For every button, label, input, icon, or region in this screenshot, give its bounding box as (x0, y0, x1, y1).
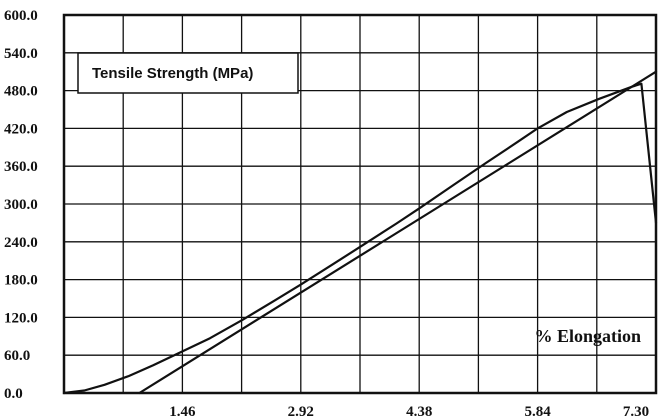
y-tick-label: 480.0 (4, 84, 38, 100)
y-tick-label: 300.0 (4, 197, 38, 213)
series-line-1 (62, 82, 658, 395)
plot-frame (62, 13, 658, 395)
x-tick-label: 7.30 (623, 404, 649, 419)
y-tick-label: 240.0 (4, 235, 38, 251)
x-axis-ticks: 1.46 2.92 4.38 5.84 7.30 (169, 404, 649, 419)
series-layer (62, 70, 658, 395)
x-tick-label: 2.92 (288, 404, 314, 419)
series-line-2 (138, 70, 658, 395)
y-axis-ticks: 0.0 60.0 120.0 180.0 240.0 300.0 360.0 420.0 480… (4, 8, 38, 402)
x-tick-label: 5.84 (524, 404, 551, 419)
y-tick-label: 600.0 (4, 8, 38, 24)
y-tick-label: 360.0 (4, 159, 38, 175)
y-tick-label: 420.0 (4, 121, 38, 137)
y-tick-label: 60.0 (4, 348, 30, 364)
x-tick-label: 1.46 (169, 404, 196, 419)
y-tick-label: 0.0 (4, 386, 23, 402)
legend-box: Tensile Strength (MPa) (77, 52, 299, 94)
legend-frame (77, 52, 299, 94)
legend-label: Tensile Strength (MPa) (92, 65, 253, 82)
x-axis-caption: % Elongation (534, 326, 641, 346)
y-tick-label: 540.0 (4, 46, 38, 62)
y-tick-label: 180.0 (4, 273, 38, 289)
x-tick-label: 4.38 (406, 404, 432, 419)
y-tick-label: 120.0 (4, 310, 38, 326)
